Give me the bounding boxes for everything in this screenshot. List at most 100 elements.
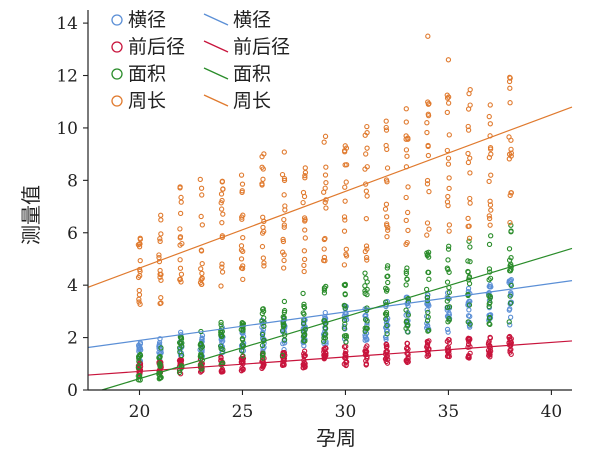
data-point — [446, 269, 452, 275]
data-point — [444, 95, 451, 101]
data-point — [136, 344, 142, 351]
y-axis-title: 测量值 — [19, 185, 43, 245]
legend-label: 面积 — [128, 63, 166, 85]
data-point — [424, 181, 431, 187]
data-point — [341, 214, 348, 220]
data-point — [382, 356, 389, 362]
data-point — [321, 246, 327, 252]
data-point — [323, 164, 329, 170]
data-point — [383, 124, 389, 131]
data-point — [424, 301, 430, 307]
data-point — [467, 200, 473, 206]
data-point — [238, 256, 245, 262]
data-point — [383, 341, 389, 347]
data-point — [219, 264, 225, 270]
data-point — [488, 207, 494, 213]
data-point — [302, 227, 308, 233]
data-point — [465, 344, 471, 350]
data-point — [362, 337, 368, 343]
data-point — [403, 147, 410, 153]
data-point — [508, 346, 514, 353]
data-point — [219, 220, 225, 226]
data-point — [321, 254, 328, 261]
data-point — [342, 291, 348, 297]
data-point — [424, 232, 430, 238]
data-point — [488, 233, 494, 239]
data-point — [157, 274, 163, 280]
data-point — [238, 243, 245, 249]
data-point — [343, 251, 349, 257]
data-point — [403, 119, 409, 125]
data-point — [323, 283, 329, 290]
data-point — [279, 352, 286, 359]
data-point — [135, 365, 142, 371]
data-point — [323, 180, 329, 186]
data-point — [424, 177, 431, 184]
data-point — [280, 249, 286, 255]
data-point — [425, 111, 431, 117]
data-point — [446, 175, 452, 181]
data-point — [507, 300, 514, 306]
data-point — [446, 222, 453, 228]
data-point — [445, 100, 452, 106]
data-point — [218, 200, 224, 206]
data-point — [342, 281, 349, 288]
data-point — [487, 102, 493, 108]
data-point — [403, 136, 409, 142]
data-point — [383, 118, 389, 124]
data-point — [446, 340, 452, 346]
data-point — [218, 206, 225, 212]
data-point — [507, 219, 513, 226]
data-point — [465, 341, 472, 348]
data-point — [158, 345, 164, 351]
data-point — [383, 316, 389, 322]
data-point — [425, 292, 431, 298]
data-point — [383, 127, 390, 133]
data-point — [424, 342, 431, 348]
data-point — [322, 199, 328, 206]
data-point — [281, 177, 288, 184]
data-point — [446, 228, 452, 234]
data-point — [240, 353, 246, 359]
data-point — [137, 236, 144, 242]
data-point — [467, 170, 473, 176]
data-point — [444, 199, 451, 205]
data-point — [446, 185, 452, 192]
data-point — [383, 142, 389, 149]
data-point — [424, 294, 431, 301]
data-point — [425, 328, 431, 334]
data-point — [405, 227, 411, 234]
data-point — [343, 246, 349, 252]
data-point — [364, 246, 370, 252]
x-tick-label: 40 — [541, 402, 563, 422]
data-point — [199, 222, 205, 228]
data-point — [239, 216, 245, 222]
data-point — [364, 193, 370, 199]
data-point — [198, 213, 204, 220]
legend-marker — [111, 14, 123, 26]
data-point — [176, 369, 183, 376]
data-point — [486, 320, 492, 327]
data-point — [362, 132, 368, 138]
data-point — [384, 214, 390, 220]
data-point — [136, 244, 143, 250]
data-point — [507, 100, 513, 106]
data-point — [302, 165, 308, 171]
data-point — [281, 192, 287, 198]
data-point — [364, 343, 370, 349]
data-point — [218, 332, 224, 338]
data-point — [466, 90, 472, 97]
legend-label: 周长 — [128, 90, 166, 112]
data-point — [466, 238, 472, 244]
legend-line — [203, 94, 229, 107]
data-point — [302, 235, 308, 241]
data-point — [199, 275, 205, 282]
legend-marker — [111, 95, 123, 107]
data-point — [301, 256, 308, 263]
data-point — [466, 223, 472, 229]
data-point — [362, 166, 368, 172]
data-point — [282, 207, 288, 213]
data-point — [466, 302, 473, 308]
data-point — [488, 172, 494, 178]
